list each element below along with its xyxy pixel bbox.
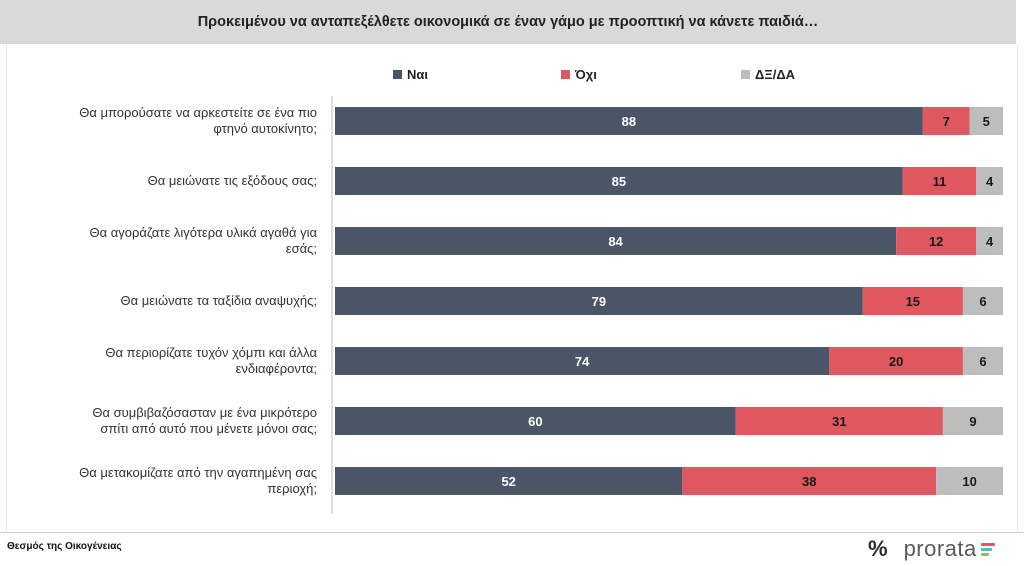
data-label: 4 — [986, 234, 994, 249]
data-label: 20 — [889, 354, 903, 369]
footer-divider — [0, 532, 1024, 533]
data-label: 6 — [979, 294, 986, 309]
legend-label: Ναι — [407, 67, 428, 82]
category-label: Θα μειώνατε τα ταξίδια αναψυχής; — [121, 293, 317, 308]
prorata-logo: % prorata — [868, 534, 995, 564]
data-label: 7 — [943, 114, 950, 129]
category-label: φτηνό αυτοκίνητο; — [213, 121, 317, 136]
category-label: περιοχή; — [267, 481, 317, 496]
logo-bars-icon — [980, 542, 995, 556]
bar-segment — [942, 407, 1003, 435]
category-label: εσάς; — [286, 241, 317, 256]
bar-segment — [962, 347, 1003, 375]
data-label: 74 — [575, 354, 590, 369]
category-label: Θα περιορίζατε τυχόν χόμπι και άλλα — [105, 345, 317, 360]
chart-title: Προκειμένου να ανταπεξέλθετε οικονομικά … — [197, 14, 819, 30]
data-label: 84 — [608, 234, 623, 249]
legend-item-2: ΔΞ/ΔΑ — [741, 67, 796, 82]
data-label: 10 — [962, 474, 976, 489]
bar-segment — [962, 287, 1003, 315]
legend-item-1: Όχι — [561, 67, 597, 82]
data-label: 31 — [832, 414, 846, 429]
data-label: 12 — [929, 234, 943, 249]
category-label: σπίτι από αυτό που μένετε μόνοι σας; — [100, 421, 317, 436]
category-label: Θα μπορούσατε να αρκεστείτε σε ένα πιο — [79, 105, 317, 120]
bar-segment — [335, 407, 736, 435]
chart-frame: Ναι Όχι ΔΞ/ΔΑ Θα μπορούσατε να αρκεστείτε σ… — [6, 44, 1018, 532]
legend-swatch — [393, 70, 402, 79]
bar-segment — [682, 467, 937, 495]
data-label: 85 — [612, 174, 626, 189]
data-label: 60 — [528, 414, 542, 429]
bar-segment — [335, 167, 903, 195]
bar-segment — [335, 287, 863, 315]
bar-segment — [335, 227, 897, 255]
category-label: Θα μειώνατε τις εξόδους σας; — [148, 173, 317, 188]
bar-segment — [335, 347, 830, 375]
category-label: ενδιαφέροντα; — [236, 361, 317, 376]
legend-item-0: Ναι — [393, 67, 428, 82]
chart-plot: Ναι Όχι ΔΞ/ΔΑ Θα μπορούσατε να αρκεστείτε σ… — [79, 67, 1003, 514]
legend-label: ΔΞ/ΔΑ — [755, 67, 796, 82]
logo-percent-symbol: % — [868, 536, 888, 561]
data-label: 38 — [802, 474, 816, 489]
bar-segment — [335, 107, 923, 135]
category-label: Θα συμβιβαζόσασταν με ένα μικρότερο — [92, 405, 317, 420]
data-label: 5 — [983, 114, 990, 129]
data-label: 52 — [501, 474, 515, 489]
data-label: 15 — [906, 294, 920, 309]
data-label: 11 — [933, 174, 947, 189]
category-label: Θα μετακομίζατε από την αγαπημένη σας — [79, 465, 317, 480]
bar-segment — [902, 167, 977, 195]
bar-segment — [976, 227, 1003, 255]
bar-segment — [735, 407, 943, 435]
bar-segment — [969, 107, 1003, 135]
legend-swatch — [741, 70, 750, 79]
bar-segment — [896, 227, 977, 255]
chart-title-bar: Προκειμένου να ανταπεξέλθετε οικονομικά … — [0, 0, 1016, 44]
data-label: 6 — [979, 354, 986, 369]
bar-segment — [922, 107, 970, 135]
source-label: Θεσμός της Οικογένειας — [7, 541, 122, 552]
bar-segment — [862, 287, 963, 315]
bar-segment — [829, 347, 963, 375]
data-label: 9 — [969, 414, 976, 429]
logo-wordmark: prorata — [903, 536, 977, 561]
bar-segment — [335, 467, 683, 495]
data-label: 79 — [592, 294, 606, 309]
bar-segment — [936, 467, 1003, 495]
category-label: Θα αγοράζατε λιγότερα υλικά αγαθά για — [90, 225, 318, 240]
data-label: 88 — [622, 114, 636, 129]
legend-label: Όχι — [574, 67, 597, 82]
bar-segment — [976, 167, 1003, 195]
legend-swatch — [561, 70, 570, 79]
data-label: 4 — [986, 174, 994, 189]
